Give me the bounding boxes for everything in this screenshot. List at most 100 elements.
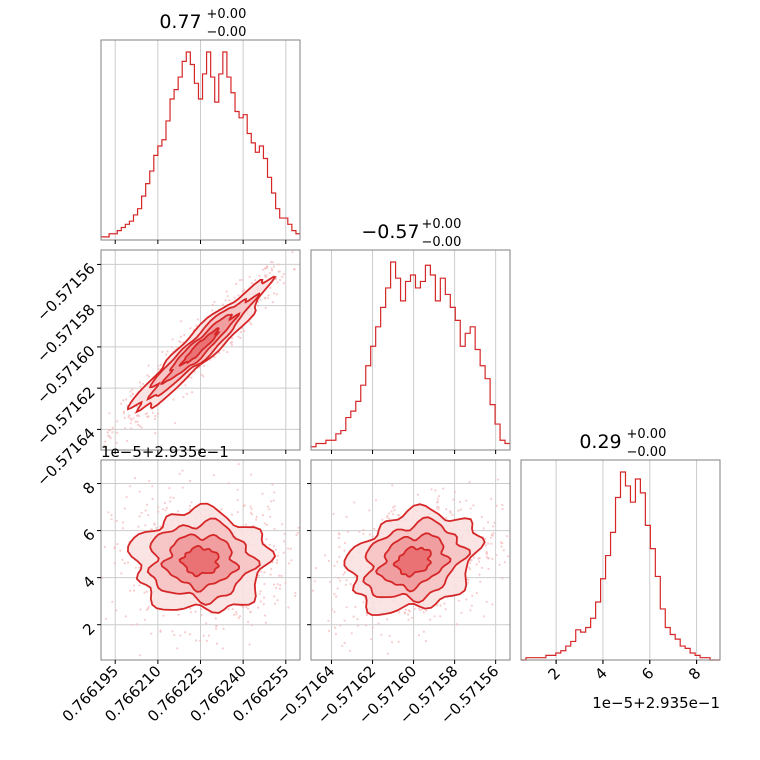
joint-panel-0-2-point [297, 526, 300, 529]
joint-panel-0-1-point [109, 428, 112, 432]
hist-panel-2-title-value: 0.29 [579, 431, 621, 453]
joint-panel-0-2-point [249, 610, 252, 614]
joint-panel-0-2-point [188, 504, 192, 507]
joint-panel-1-2-point [393, 509, 396, 512]
joint-panel-0-1-point [147, 375, 150, 378]
joint-panel-0-2-point [230, 513, 234, 516]
joint-panel-0-1-point [103, 444, 106, 447]
joint-panel-0-2-point [259, 590, 262, 593]
joint-panel-0-2-point [150, 632, 153, 635]
joint-panel-1-2-contour-3 [392, 545, 433, 578]
joint-panel-0-2-point [131, 623, 134, 626]
joint-panel-1-2-point [343, 641, 346, 645]
joint-panel-0-2-point [189, 479, 192, 483]
joint-panel-0-2-point [123, 507, 126, 510]
joint-panel-0-1-contour-3 [178, 327, 221, 368]
joint-panel-0-1-point [147, 364, 150, 367]
y-axis-2-tick-label-0: 2 [79, 620, 98, 639]
joint-panel-1-2-point [352, 615, 355, 618]
joint-panel-1-2-point [480, 515, 483, 519]
joint-panel-0-1-point [291, 251, 294, 254]
joint-panel-0-1-point [238, 279, 242, 282]
joint-panel-0-2-point [133, 476, 137, 480]
joint-panel-0-2-point [132, 589, 136, 592]
joint-panel-0-1-point [136, 420, 139, 423]
joint-panel-0-1-point [135, 414, 139, 417]
joint-panel-0-1-point [237, 294, 240, 297]
joint-panel-1-2-point [324, 554, 327, 557]
joint-panel-1-2-point [365, 613, 368, 617]
joint-panel-1-2-point [407, 613, 410, 616]
joint-panel-0-1-point [258, 274, 261, 277]
joint-panel-0-1-point [271, 269, 274, 272]
joint-panel-1-2-point [436, 497, 439, 500]
joint-panel-1-2-point [422, 630, 425, 633]
joint-panel-1-2-point [356, 618, 359, 621]
x-axis-2-offset-label: 1e−5+2.935e−1 [592, 694, 720, 712]
joint-panel-1-2-point [373, 527, 376, 530]
joint-panel-1-2-point [437, 505, 440, 509]
joint-panel-1-2-point [368, 509, 371, 512]
joint-panel-1-2-point [380, 633, 383, 636]
joint-panel-0-1-point [202, 375, 205, 378]
joint-panel-1-2-point [485, 551, 488, 554]
joint-panel-0-2-point [273, 491, 276, 494]
joint-panel-1-2-point [503, 561, 506, 564]
joint-panel-0-1-point [264, 296, 267, 299]
joint-panel-0-2-point [257, 606, 260, 609]
joint-panel-0-1-point [270, 260, 273, 264]
joint-panel-0-2-point [262, 603, 265, 606]
joint-panel-0-2-point [227, 482, 230, 485]
joint-panel-0-1-point [275, 293, 278, 296]
joint-panel-1-2-point [365, 624, 368, 627]
joint-panel-1-2-point [452, 498, 455, 501]
joint-panel-0-2-point [119, 549, 122, 552]
joint-panel-0-1-point [267, 296, 270, 300]
joint-panel-1-2-point [500, 545, 503, 548]
joint-panel-0-1-point [195, 324, 198, 327]
joint-panel-0-2-point [275, 561, 278, 565]
joint-panel-1-2-point [471, 594, 474, 597]
joint-panel-1-2-point [506, 535, 509, 538]
joint-panel-0-1-point [191, 391, 194, 394]
joint-panel-0-2-point [205, 639, 208, 643]
joint-panel-0-2-point [155, 526, 158, 530]
joint-panel-1-2-point [417, 634, 421, 637]
joint-panel-0-2-point [248, 643, 251, 646]
joint-panel-0-2-point [268, 508, 271, 511]
joint-panel-0-2-point [147, 514, 150, 517]
hist-panel-0-histogram [101, 51, 300, 238]
joint-panel-0-2-point [159, 525, 162, 528]
joint-panel-0-1-point [224, 299, 227, 302]
joint-panel-1-2-point [393, 505, 396, 508]
joint-panel-0-1-point [264, 276, 267, 279]
joint-panel-1-2-point [484, 544, 487, 547]
joint-panel-0-1-point [293, 268, 296, 271]
joint-panel-1-2-point [343, 619, 346, 622]
joint-panel-0-2-point [215, 642, 219, 645]
joint-panel-0-2-point [244, 523, 247, 526]
joint-panel-0-2-point [195, 639, 198, 642]
joint-panel-0-2-point [150, 528, 153, 531]
joint-panel-0-2-point [205, 622, 208, 625]
joint-panel-0-2-point [282, 551, 285, 554]
joint-panel-1-2-point [334, 632, 338, 636]
joint-panel-0-2-point [113, 562, 116, 565]
joint-panel-0-1-point [230, 343, 233, 347]
joint-panel-0-1-point [157, 368, 160, 371]
joint-panel-0-2-point [262, 596, 266, 599]
joint-panel-0-2-point [295, 533, 298, 537]
joint-panel-1-2-point [445, 516, 448, 519]
joint-panel-0-2-point [264, 614, 267, 617]
joint-panel-0-2-point [110, 518, 113, 521]
joint-panel-0-2-point [165, 506, 168, 510]
joint-panel-0-2-point [134, 566, 137, 569]
joint-panel-0-2-point [251, 624, 254, 627]
joint-panel-0-2-point [261, 514, 264, 517]
joint-panel-1-2-point [478, 573, 481, 576]
joint-panel-1-2-point [313, 580, 316, 583]
joint-panel-0-1-point [273, 292, 276, 295]
joint-panel-0-1-point [106, 431, 109, 434]
joint-panel-1-2-point [341, 644, 344, 647]
